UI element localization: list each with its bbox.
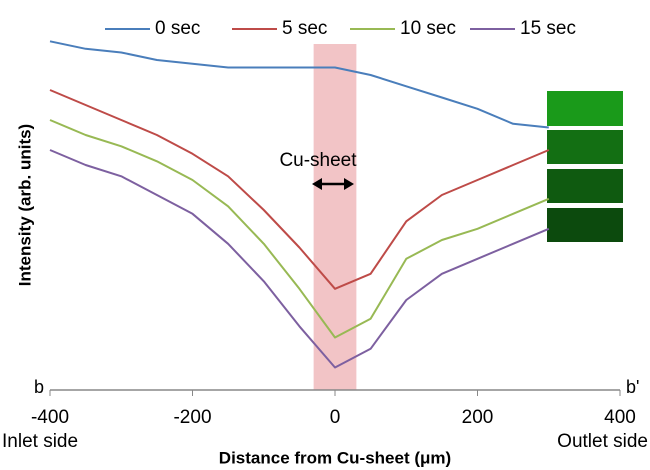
micrographs: [547, 91, 623, 242]
legend-label: 10 sec: [400, 18, 456, 39]
legend-label: 0 sec: [155, 18, 200, 39]
micrograph: [547, 130, 623, 164]
micrograph: [547, 91, 623, 126]
micrograph: [547, 208, 623, 242]
arrow-head: [312, 178, 322, 190]
series-line: [49, 149, 550, 369]
inlet-label: Inlet side: [2, 431, 78, 452]
x-tick-label: -400: [31, 407, 69, 428]
x-tick-label: 0: [330, 407, 341, 428]
series-line: [49, 89, 550, 290]
legend-label: 5 sec: [282, 18, 327, 39]
x-tick-label: -200: [173, 407, 211, 428]
series-line: [49, 40, 549, 129]
outlet-label: Outlet side: [557, 431, 648, 452]
end-label-left: b: [34, 377, 44, 397]
micrograph: [547, 169, 623, 203]
end-label-right: b': [626, 377, 639, 397]
cu-sheet-label: Cu-sheet: [279, 150, 357, 171]
x-axis-title: Distance from Cu-sheet (μm): [219, 448, 451, 467]
y-axis-title: Intensity (arb. units): [15, 124, 34, 286]
x-tick-label: 200: [462, 407, 494, 428]
series-line: [49, 119, 550, 339]
cu-sheet-band: [313, 44, 357, 390]
arrow-head: [344, 178, 354, 190]
x-tick-label: 400: [604, 407, 636, 428]
legend-label: 15 sec: [520, 18, 576, 39]
